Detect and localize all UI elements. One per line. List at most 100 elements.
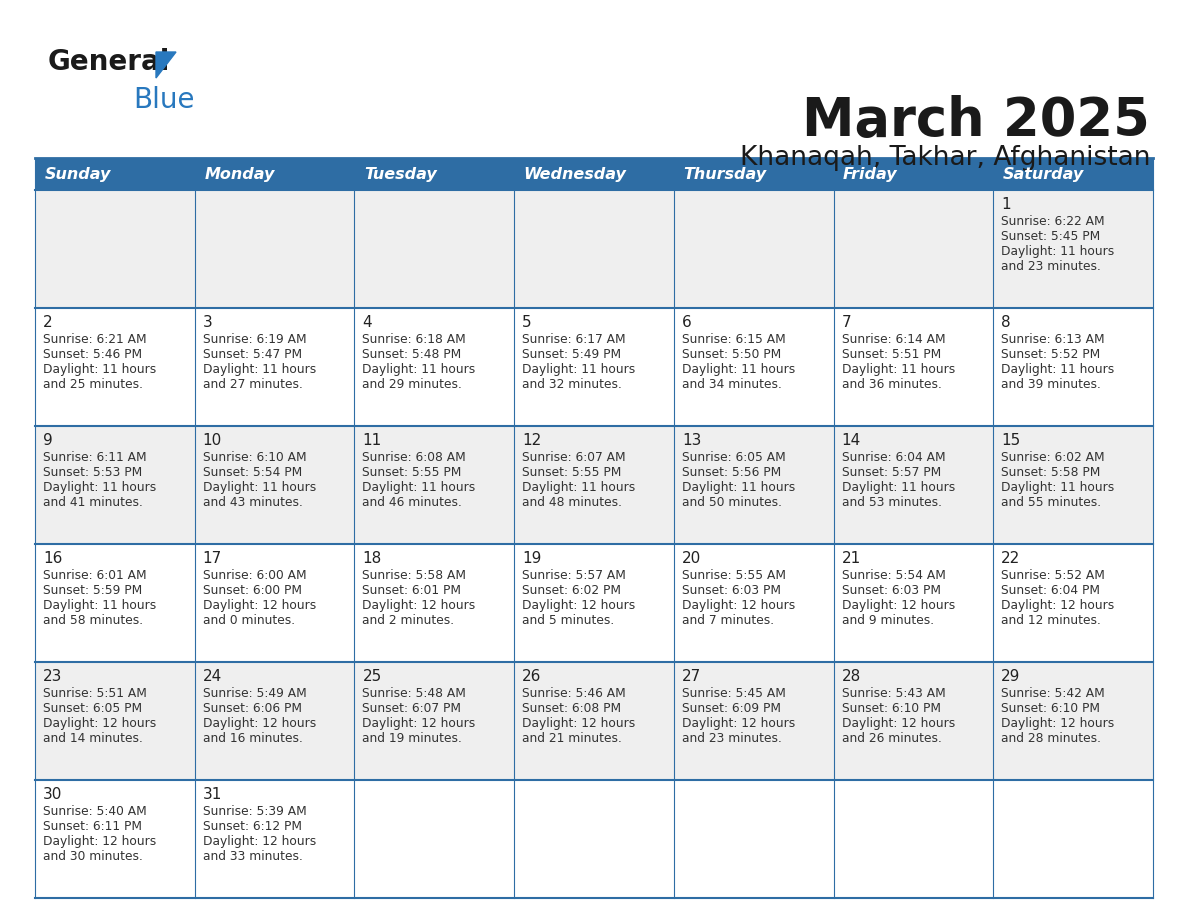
Text: Sunset: 5:48 PM: Sunset: 5:48 PM [362,348,462,361]
Text: Daylight: 11 hours: Daylight: 11 hours [1001,363,1114,376]
Text: and 48 minutes.: and 48 minutes. [523,496,623,509]
Text: General: General [48,48,170,76]
Text: Daylight: 11 hours: Daylight: 11 hours [43,481,157,494]
Bar [34,158,195,190]
Text: Sunset: 6:11 PM: Sunset: 6:11 PM [43,820,143,833]
Text: Sunrise: 6:14 AM: Sunrise: 6:14 AM [841,333,946,346]
Text: Daylight: 12 hours: Daylight: 12 hours [1001,717,1114,730]
Text: Sunrise: 5:54 AM: Sunrise: 5:54 AM [841,569,946,582]
Text: 9: 9 [43,433,52,448]
Text: 26: 26 [523,669,542,684]
Text: and 29 minutes.: and 29 minutes. [362,378,462,391]
Bar [993,158,1154,190]
Text: Daylight: 12 hours: Daylight: 12 hours [43,835,157,848]
Text: and 50 minutes.: and 50 minutes. [682,496,782,509]
Text: Sunrise: 6:10 AM: Sunrise: 6:10 AM [203,451,307,464]
Text: 15: 15 [1001,433,1020,448]
Text: Sunrise: 5:51 AM: Sunrise: 5:51 AM [43,687,147,700]
Text: Sunset: 5:58 PM: Sunset: 5:58 PM [1001,466,1100,479]
Text: and 0 minutes.: and 0 minutes. [203,614,295,627]
Text: Monday: Monday [204,166,274,182]
Text: Sunset: 5:49 PM: Sunset: 5:49 PM [523,348,621,361]
Text: Sunrise: 6:17 AM: Sunrise: 6:17 AM [523,333,626,346]
Text: Saturday: Saturday [1003,166,1085,182]
Text: Sunrise: 6:21 AM: Sunrise: 6:21 AM [43,333,146,346]
Text: and 12 minutes.: and 12 minutes. [1001,614,1101,627]
Bar [354,158,514,190]
Text: Sunrise: 5:42 AM: Sunrise: 5:42 AM [1001,687,1105,700]
Text: Sunset: 6:06 PM: Sunset: 6:06 PM [203,702,302,715]
Text: Sunrise: 5:43 AM: Sunrise: 5:43 AM [841,687,946,700]
Text: 24: 24 [203,669,222,684]
Text: Daylight: 12 hours: Daylight: 12 hours [841,599,955,612]
Text: Sunrise: 6:15 AM: Sunrise: 6:15 AM [682,333,785,346]
Text: Daylight: 11 hours: Daylight: 11 hours [523,363,636,376]
Text: Daylight: 11 hours: Daylight: 11 hours [1001,481,1114,494]
Text: and 23 minutes.: and 23 minutes. [682,732,782,745]
Text: Sunrise: 5:46 AM: Sunrise: 5:46 AM [523,687,626,700]
Text: and 23 minutes.: and 23 minutes. [1001,260,1101,273]
Text: 14: 14 [841,433,861,448]
Text: Daylight: 12 hours: Daylight: 12 hours [682,599,795,612]
Text: Sunset: 5:54 PM: Sunset: 5:54 PM [203,466,302,479]
Text: Sunrise: 5:55 AM: Sunrise: 5:55 AM [682,569,785,582]
Text: Sunset: 6:08 PM: Sunset: 6:08 PM [523,702,621,715]
Text: Sunset: 5:50 PM: Sunset: 5:50 PM [682,348,781,361]
Text: Sunrise: 6:08 AM: Sunrise: 6:08 AM [362,451,466,464]
Text: Sunset: 6:10 PM: Sunset: 6:10 PM [1001,702,1100,715]
Text: Sunset: 5:47 PM: Sunset: 5:47 PM [203,348,302,361]
Text: 13: 13 [682,433,701,448]
Bar [34,308,1154,426]
Bar [34,662,1154,780]
Text: 3: 3 [203,315,213,330]
Text: Daylight: 12 hours: Daylight: 12 hours [841,717,955,730]
Text: and 55 minutes.: and 55 minutes. [1001,496,1101,509]
Text: Sunset: 5:55 PM: Sunset: 5:55 PM [523,466,621,479]
Text: Sunset: 6:00 PM: Sunset: 6:00 PM [203,584,302,597]
Text: Daylight: 11 hours: Daylight: 11 hours [43,363,157,376]
Text: Daylight: 12 hours: Daylight: 12 hours [43,717,157,730]
Text: Sunrise: 6:00 AM: Sunrise: 6:00 AM [203,569,307,582]
Text: Sunset: 5:59 PM: Sunset: 5:59 PM [43,584,143,597]
Text: 11: 11 [362,433,381,448]
Text: Sunrise: 6:04 AM: Sunrise: 6:04 AM [841,451,946,464]
Text: Daylight: 11 hours: Daylight: 11 hours [841,363,955,376]
Text: Sunset: 5:46 PM: Sunset: 5:46 PM [43,348,143,361]
Text: Sunset: 5:51 PM: Sunset: 5:51 PM [841,348,941,361]
Bar [834,158,993,190]
Text: 25: 25 [362,669,381,684]
Text: and 36 minutes.: and 36 minutes. [841,378,941,391]
Polygon shape [156,52,176,78]
Text: Daylight: 11 hours: Daylight: 11 hours [523,481,636,494]
Text: Sunset: 5:52 PM: Sunset: 5:52 PM [1001,348,1100,361]
Text: and 5 minutes.: and 5 minutes. [523,614,614,627]
Text: Sunrise: 6:07 AM: Sunrise: 6:07 AM [523,451,626,464]
Text: and 26 minutes.: and 26 minutes. [841,732,941,745]
Text: 12: 12 [523,433,542,448]
Text: Sunrise: 6:19 AM: Sunrise: 6:19 AM [203,333,307,346]
Text: Friday: Friday [843,166,898,182]
Bar [34,190,1154,308]
Text: and 53 minutes.: and 53 minutes. [841,496,942,509]
Text: Daylight: 12 hours: Daylight: 12 hours [203,599,316,612]
Text: 1: 1 [1001,197,1011,212]
Text: Daylight: 12 hours: Daylight: 12 hours [1001,599,1114,612]
Text: and 27 minutes.: and 27 minutes. [203,378,303,391]
Text: Tuesday: Tuesday [364,166,437,182]
Text: Sunday: Sunday [45,166,110,182]
Bar [514,158,674,190]
Text: 29: 29 [1001,669,1020,684]
Text: Sunset: 6:10 PM: Sunset: 6:10 PM [841,702,941,715]
Text: Blue: Blue [133,86,195,114]
Text: 4: 4 [362,315,372,330]
Text: and 46 minutes.: and 46 minutes. [362,496,462,509]
Text: Sunrise: 5:58 AM: Sunrise: 5:58 AM [362,569,467,582]
Text: 17: 17 [203,551,222,566]
Text: 31: 31 [203,787,222,802]
Text: Sunrise: 6:18 AM: Sunrise: 6:18 AM [362,333,466,346]
Text: 8: 8 [1001,315,1011,330]
Text: Sunrise: 6:11 AM: Sunrise: 6:11 AM [43,451,146,464]
Text: Daylight: 12 hours: Daylight: 12 hours [362,599,475,612]
Text: 6: 6 [682,315,691,330]
Bar [34,426,1154,544]
